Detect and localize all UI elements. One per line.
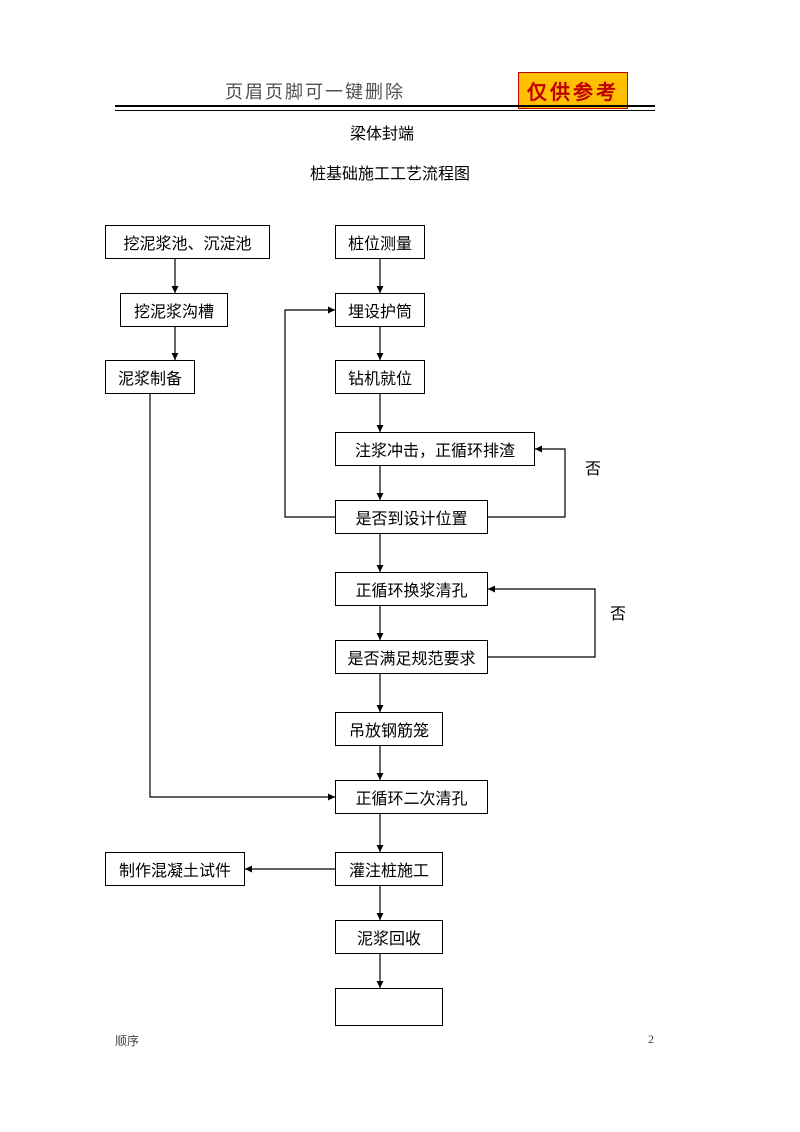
node-r5: 是否到设计位置 [335,500,488,534]
node-l3: 泥浆制备 [105,360,195,394]
node-r12 [335,988,443,1026]
node-r10: 灌注桩施工 [335,852,443,886]
header-rule-top [115,105,655,107]
footer-right: 2 [648,1032,654,1047]
node-r1: 桩位测量 [335,225,425,259]
node-r8: 吊放钢筋笼 [335,712,443,746]
node-r3: 钻机就位 [335,360,425,394]
node-r4: 注浆冲击，正循环排渣 [335,432,535,466]
node-l1: 挖泥浆池、沉淀池 [105,225,270,259]
node-r6: 正循环换浆清孔 [335,572,488,606]
header-rule-bottom [115,110,655,111]
node-r2: 埋设护筒 [335,293,425,327]
label-no2: 否 [610,600,626,624]
node-lb: 制作混凝土试件 [105,852,245,886]
node-r11: 泥浆回收 [335,920,443,954]
header-text: 页眉页脚可一键删除 [225,78,405,104]
node-l2: 挖泥浆沟槽 [120,293,228,327]
page-title: 桩基础施工工艺流程图 [310,160,470,184]
label-no1: 否 [585,455,601,479]
subtitle: 梁体封端 [350,120,414,144]
node-r7: 是否满足规范要求 [335,640,488,674]
footer-left: 顺序 [115,1032,139,1049]
reference-badge: 仅供参考 [518,72,628,109]
node-r9: 正循环二次清孔 [335,780,488,814]
